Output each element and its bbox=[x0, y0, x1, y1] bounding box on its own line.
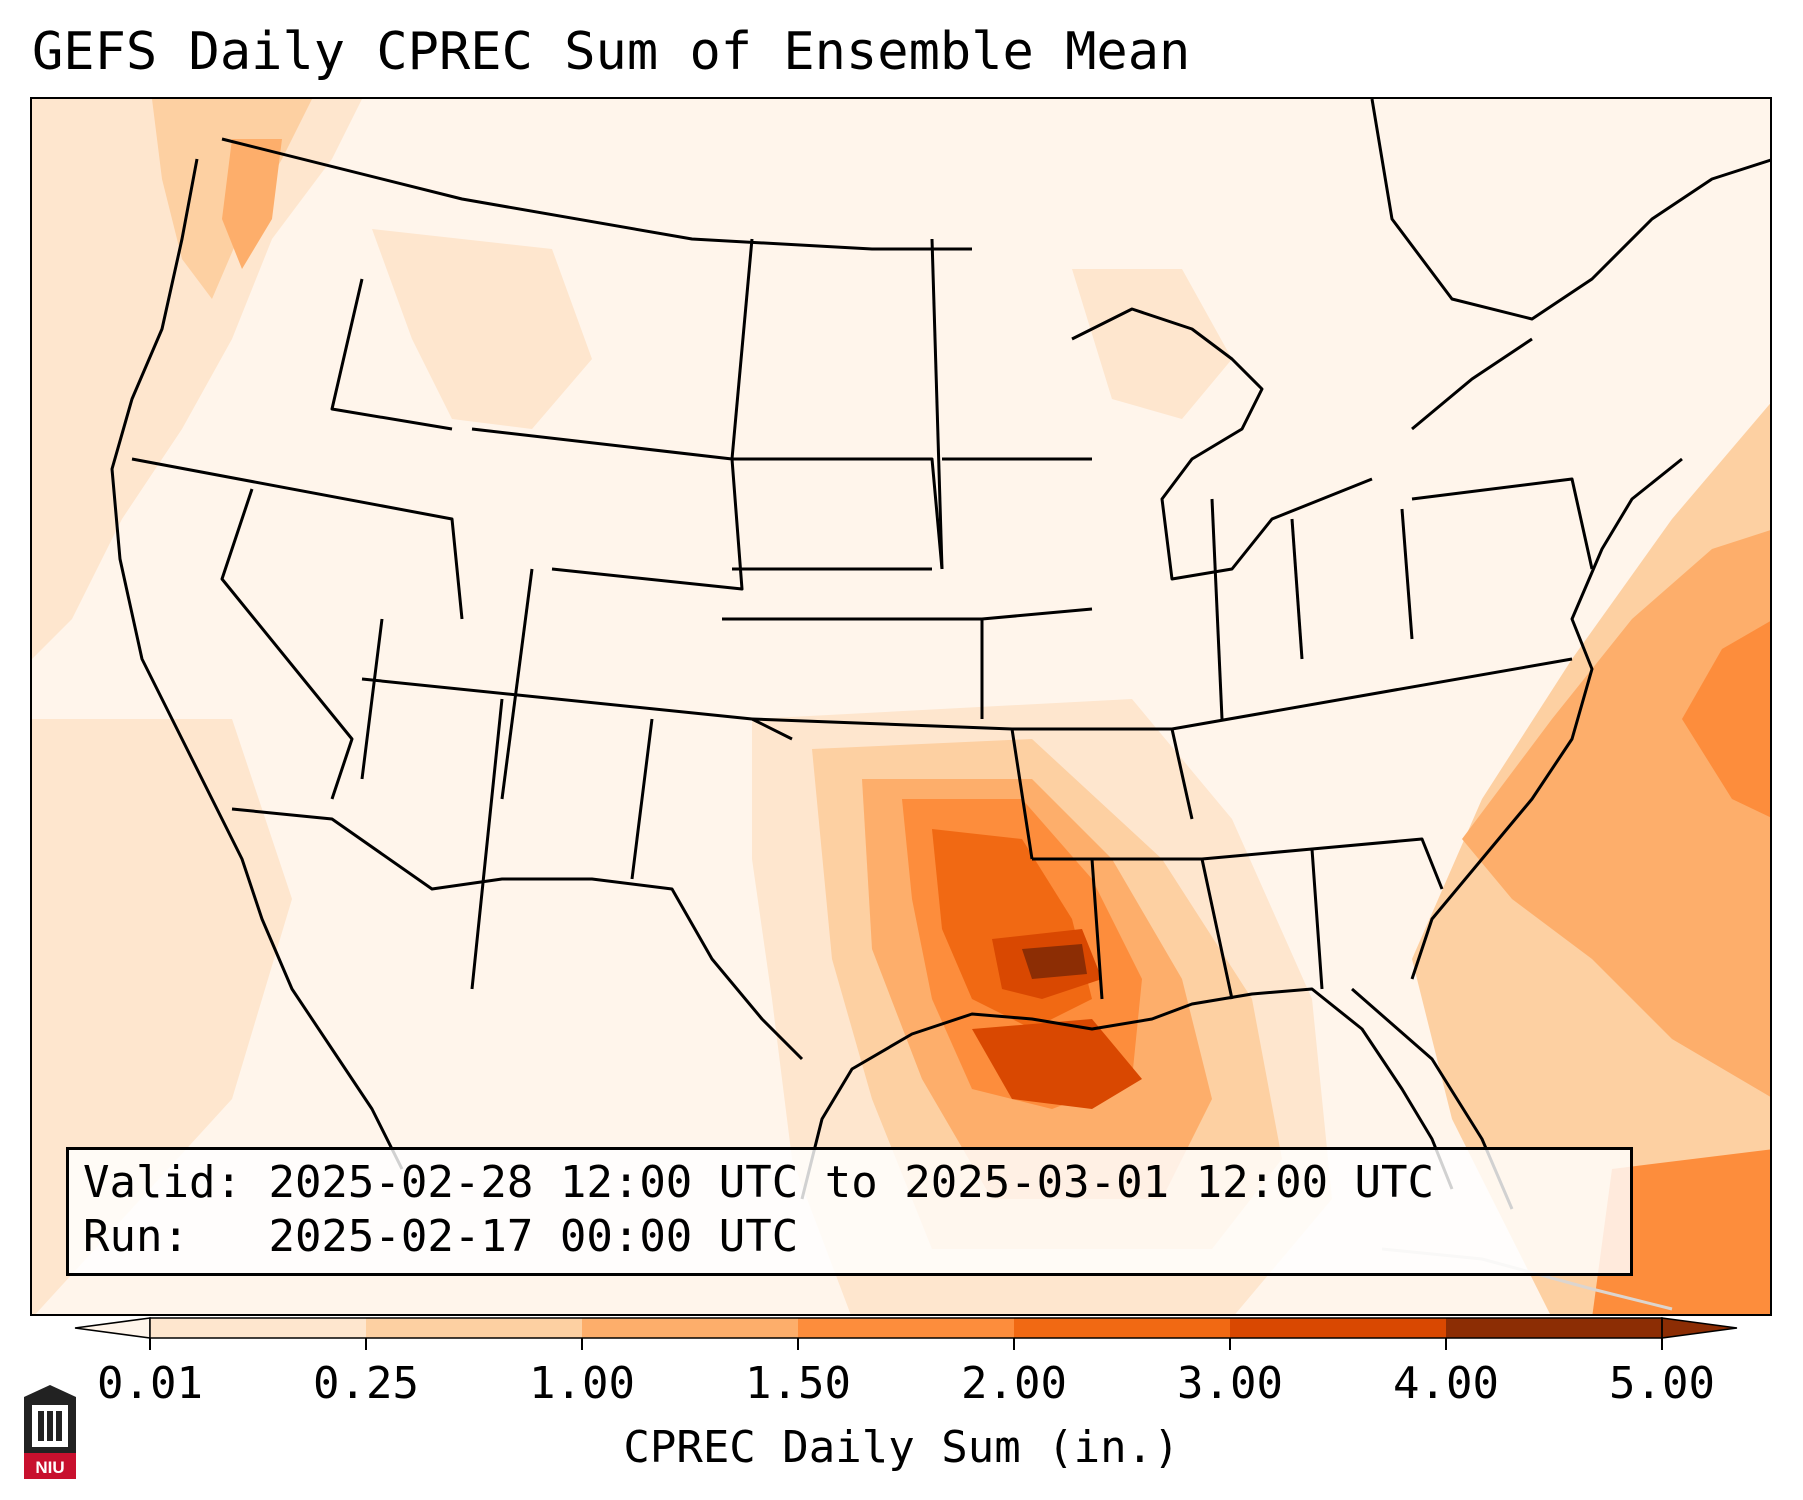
colorbar-extend-high bbox=[1661, 1317, 1738, 1339]
colorbar-tick-label: 5.00 bbox=[1609, 1358, 1715, 1409]
niu-logo: NIU bbox=[24, 1385, 76, 1479]
map-title: GEFS Daily CPREC Sum of Ensemble Mean bbox=[32, 22, 1191, 82]
colorbar-tick-label: 2.00 bbox=[961, 1358, 1067, 1409]
logo-text: NIU bbox=[35, 1458, 64, 1477]
colorbar-ticks bbox=[149, 1338, 1663, 1350]
colorbar-cell bbox=[798, 1318, 1015, 1338]
map-canvas bbox=[32, 99, 1770, 1314]
colorbar bbox=[74, 1317, 1738, 1350]
colorbar-tick-label: 3.00 bbox=[1177, 1358, 1283, 1409]
colorbar-cell bbox=[150, 1318, 367, 1338]
colorbar-tick-label: 4.00 bbox=[1393, 1358, 1499, 1409]
colorbar-tick-label: 0.25 bbox=[313, 1358, 419, 1409]
colorbar-label: CPREC Daily Sum (in.) bbox=[623, 1422, 1180, 1473]
valid-value: 2025-02-28 12:00 UTC to 2025-03-01 12:00… bbox=[268, 1157, 1435, 1208]
colorbar-border bbox=[149, 1317, 1663, 1339]
valid-label: Valid: bbox=[83, 1157, 242, 1208]
valid-run-box: Valid: 2025-02-28 12:00 UTC to 2025-03-0… bbox=[66, 1147, 1633, 1276]
run-label: Run: bbox=[83, 1211, 189, 1262]
colorbar-cell bbox=[1014, 1318, 1231, 1338]
colorbar-cell bbox=[582, 1318, 799, 1338]
colorbar-tick-label: 1.00 bbox=[529, 1358, 635, 1409]
colorbar-extend-low bbox=[74, 1317, 151, 1339]
colorbar-cell bbox=[1230, 1318, 1447, 1338]
colorbar-tick-label: 0.01 bbox=[97, 1358, 203, 1409]
colorbar-cells bbox=[74, 1317, 1738, 1339]
colorbar-tick-label: 1.50 bbox=[745, 1358, 851, 1409]
colorbar-cell bbox=[366, 1318, 583, 1338]
precip-shading bbox=[32, 99, 1770, 1314]
colorbar-cell bbox=[1446, 1318, 1663, 1338]
run-value: 2025-02-17 00:00 UTC bbox=[268, 1211, 799, 1262]
precipitation-map bbox=[30, 97, 1772, 1316]
